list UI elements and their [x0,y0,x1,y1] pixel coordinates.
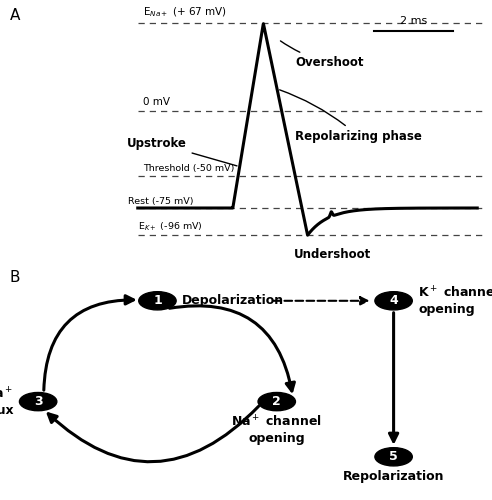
FancyArrowPatch shape [274,297,368,304]
Text: Threshold (-50 mV): Threshold (-50 mV) [143,164,234,173]
Text: E$_{Na+}$ (+ 67 mV): E$_{Na+}$ (+ 67 mV) [143,6,227,20]
Text: Overshoot: Overshoot [280,41,364,69]
Circle shape [139,292,176,310]
Text: Rest (-75 mV): Rest (-75 mV) [128,197,193,206]
Circle shape [258,392,295,410]
Text: E$_{K+}$ (-96 mV): E$_{K+}$ (-96 mV) [138,220,203,233]
Text: 2: 2 [273,395,281,408]
Text: 0 mV: 0 mV [143,98,170,108]
FancyArrowPatch shape [170,306,294,391]
Text: Upstroke: Upstroke [127,136,237,166]
Text: 1: 1 [153,294,162,308]
Text: Depolarization: Depolarization [182,294,284,308]
FancyArrowPatch shape [390,312,398,442]
Text: Na$^+$
influx: Na$^+$ influx [0,386,14,417]
Text: 3: 3 [34,395,42,408]
Text: Repolarization: Repolarization [343,470,444,483]
Circle shape [20,392,57,410]
Text: A: A [10,8,20,23]
FancyArrowPatch shape [48,406,259,462]
Text: 4: 4 [389,294,398,308]
Circle shape [375,292,412,310]
Text: Na$^+$ channel
opening: Na$^+$ channel opening [231,415,322,445]
Text: K$^+$ channel
opening: K$^+$ channel opening [418,286,492,316]
Text: 5: 5 [389,450,398,464]
Text: 2 ms: 2 ms [400,16,427,26]
Circle shape [375,448,412,466]
Text: B: B [10,270,20,284]
FancyArrowPatch shape [44,296,133,390]
Text: Repolarizing phase: Repolarizing phase [279,90,422,143]
Text: Undershoot: Undershoot [294,248,371,262]
